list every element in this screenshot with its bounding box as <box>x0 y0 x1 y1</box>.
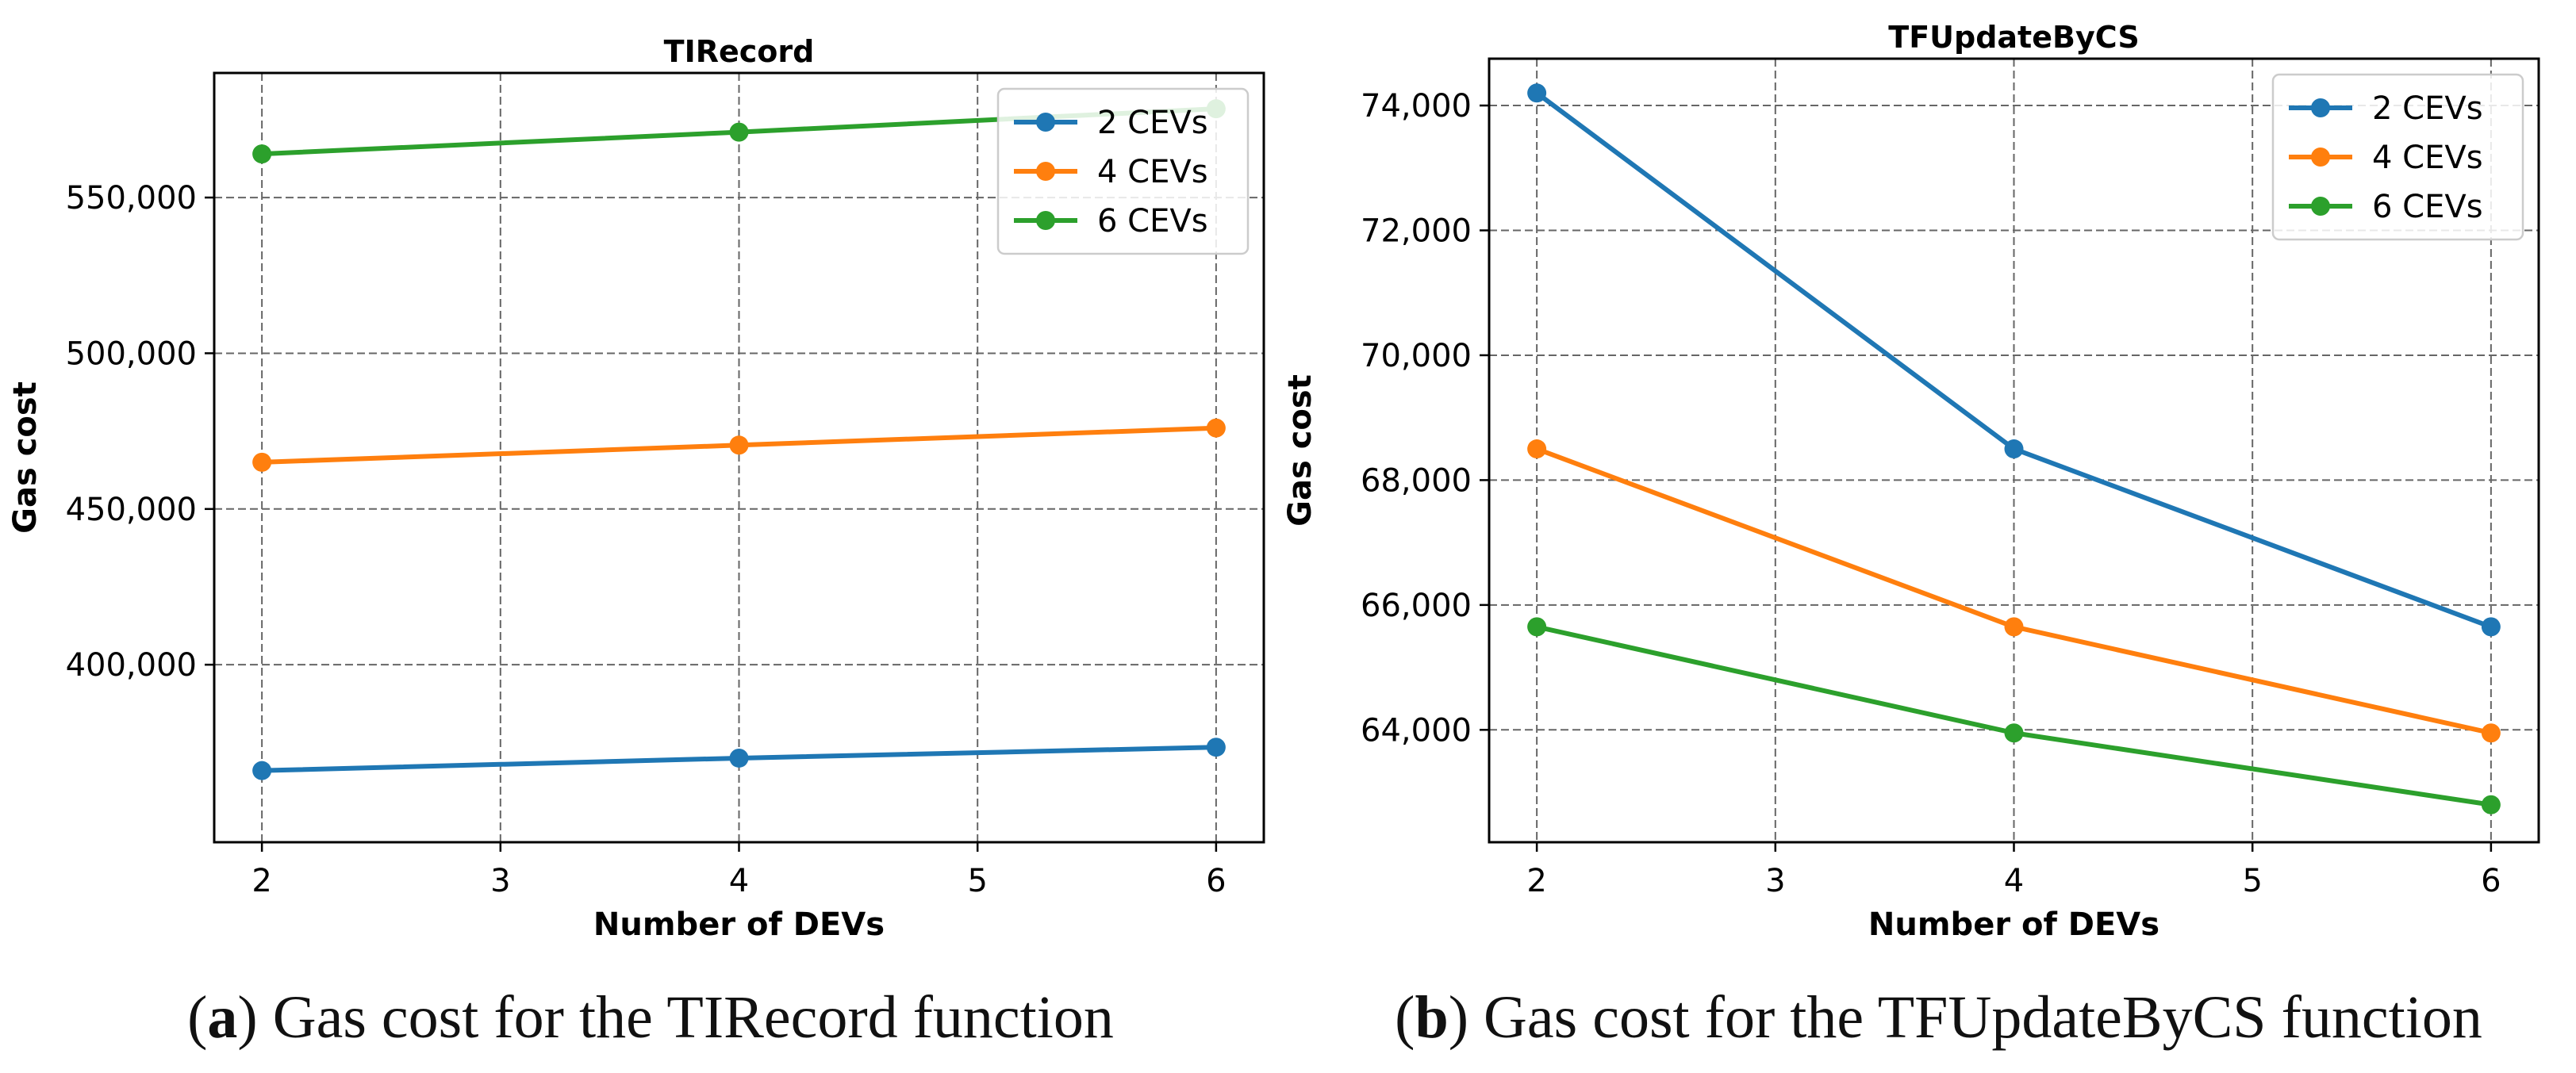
chart-b-y-tick-label: 68,000 <box>1361 462 1472 499</box>
charts-canvas: 2 3 4 5 6 400,000 450,000 500,000 550,000 TIRecor… <box>7 20 2540 943</box>
chart-b-point-1-1 <box>2004 617 2024 637</box>
chart-a-legend-label-2: 6 CEVs <box>1097 203 1208 240</box>
chart-a-y-tick-label: 450,000 <box>66 492 197 528</box>
chart-a-xlabel: Number of DEVs <box>593 906 885 943</box>
chart-b-legend <box>2271 73 2524 241</box>
chart-a-y-tick-label: 500,000 <box>66 335 197 372</box>
chart-b-x-tick-label: 2 <box>1526 863 1546 899</box>
chart-b-y-tick-label: 74,000 <box>1361 88 1472 125</box>
chart-b-point-0-2 <box>2481 617 2501 637</box>
chart-b-point-2-2 <box>2481 795 2501 814</box>
chart-b-legend-label-2: 6 CEVs <box>2372 189 2483 225</box>
caption-b-text: Gas cost for the TFUpdateByCS function <box>1468 984 2482 1051</box>
chart-a-point-2-0 <box>252 144 272 164</box>
chart-b-point-2-1 <box>2004 723 2024 743</box>
chart-a-y-tick-label: 550,000 <box>66 180 197 217</box>
chart-b-legend-label-0: 2 CEVs <box>2372 90 2483 127</box>
chart-a-point-2-1 <box>729 122 749 142</box>
chart-a-point-1-0 <box>252 452 272 472</box>
chart-a-point-0-1 <box>729 748 749 768</box>
chart-b-title: TFUpdateByCS <box>1888 20 2139 55</box>
chart-b-legend-label-1: 4 CEVs <box>2372 140 2483 176</box>
chart-b-point-1-0 <box>1527 439 1547 459</box>
chart-b-ylabel: Gas cost <box>1282 374 1319 527</box>
chart-a-point-1-1 <box>729 435 749 455</box>
chart-a-ylabel: Gas cost <box>7 381 44 534</box>
chart-b-y-tick-label: 64,000 <box>1361 712 1472 749</box>
caption-a: (a) Gas cost for the TIRecord function <box>187 984 1114 1051</box>
chart-b-legend-marker-2 <box>2311 197 2330 216</box>
caption-b: (b) Gas cost for the TFUpdateByCS functi… <box>1395 984 2482 1051</box>
chart-b-y-tick-label: 72,000 <box>1361 213 1472 249</box>
chart-b-x-tick-label: 6 <box>2481 863 2501 899</box>
chart-a-legend-label-1: 4 CEVs <box>1097 154 1208 190</box>
chart-b-x-tick-label: 3 <box>1765 863 1785 899</box>
chart-a-legend <box>996 87 1250 255</box>
chart-a-legend-marker-1 <box>1036 162 1055 181</box>
caption-b-label: b <box>1415 984 1449 1051</box>
chart-b-point-2-0 <box>1527 617 1547 637</box>
chart-b-point-1-2 <box>2481 723 2501 743</box>
chart-a-point-1-2 <box>1206 418 1226 438</box>
chart-a-legend-marker-2 <box>1036 211 1055 230</box>
caption-a-label: a <box>207 984 238 1051</box>
chart-a-point-0-2 <box>1206 738 1226 757</box>
chart-b-x-tick-label: 5 <box>2242 863 2262 899</box>
chart-a-x-tick-label: 4 <box>729 863 749 899</box>
chart-a-y-tick-label: 400,000 <box>66 647 197 684</box>
chart-a-x-tick-label: 3 <box>490 863 510 899</box>
chart-a-x-tick-label: 2 <box>251 863 271 899</box>
chart-a-legend-label-0: 2 CEVs <box>1097 105 1208 141</box>
chart-a-x-tick-label: 5 <box>967 863 987 899</box>
chart-a-point-0-0 <box>252 761 272 780</box>
chart-a-legend-marker-0 <box>1036 113 1055 132</box>
chart-a-x-tick-label: 6 <box>1206 863 1226 899</box>
chart-a-title: TIRecord <box>664 34 815 69</box>
chart-b-xlabel: Number of DEVs <box>1868 906 2159 943</box>
chart-b-y-tick-label: 70,000 <box>1361 338 1472 374</box>
chart-b-legend-marker-0 <box>2311 98 2330 117</box>
chart-b-point-0-1 <box>2004 439 2024 459</box>
chart-b-point-0-0 <box>1527 83 1547 103</box>
chart-b-legend-marker-1 <box>2311 148 2330 167</box>
chart-b-x-tick-label: 4 <box>2004 863 2024 899</box>
caption-a-text: Gas cost for the TIRecord function <box>257 984 1114 1051</box>
chart-b-y-tick-label: 66,000 <box>1361 588 1472 624</box>
